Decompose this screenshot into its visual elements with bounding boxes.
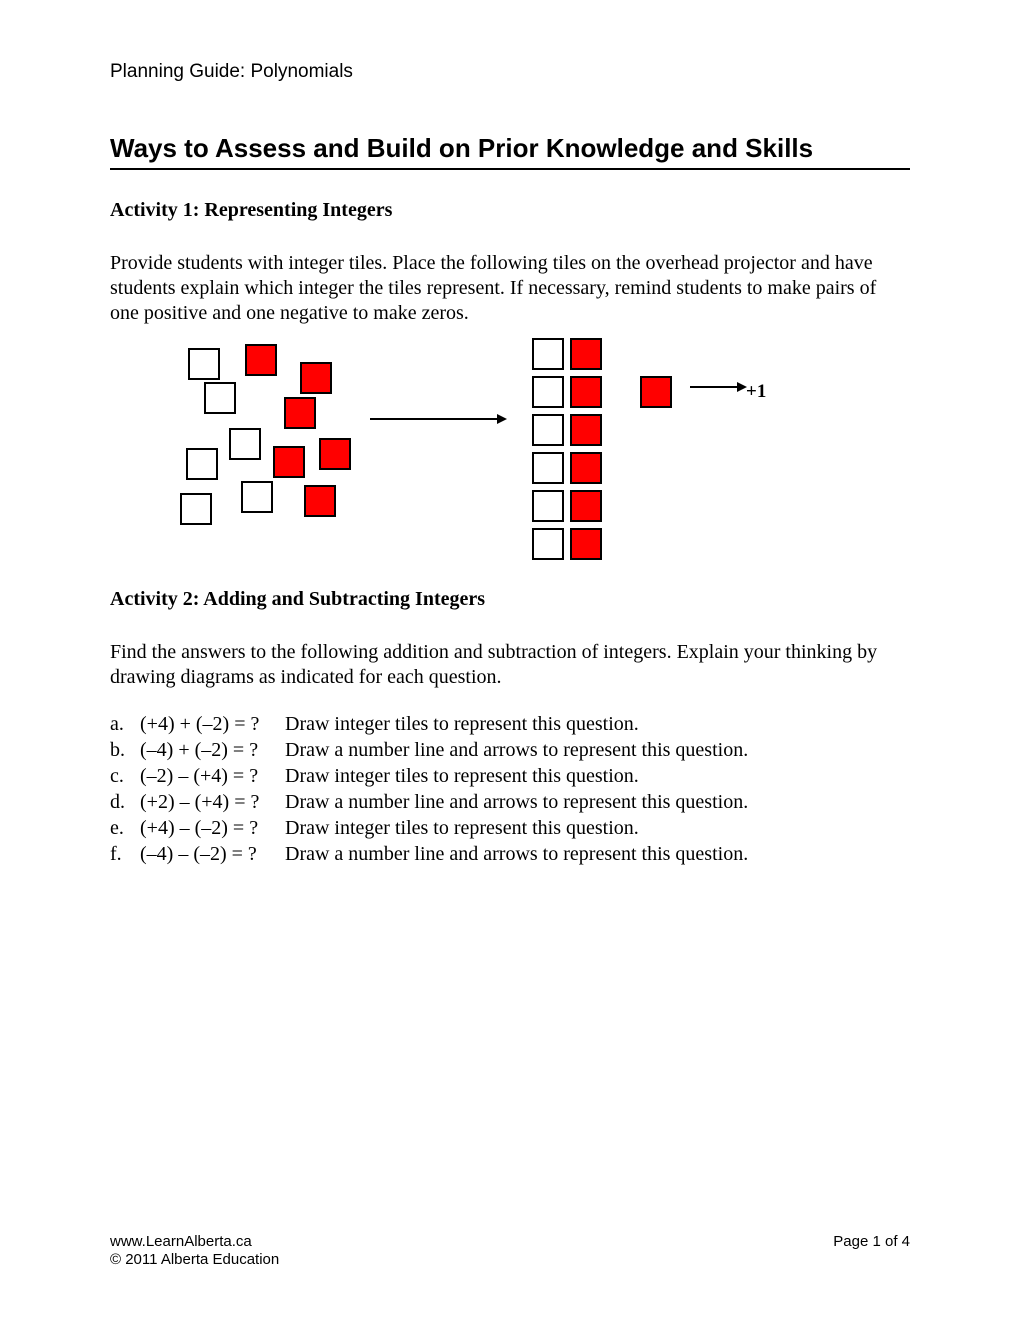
red-tile [273,446,305,478]
white-tile [532,490,564,522]
activity2-title: Activity 2: Adding and Subtracting Integ… [110,587,910,612]
red-tile [304,485,336,517]
question-expression: (–4) – (–2) = ? [140,842,285,867]
white-tile [532,338,564,370]
red-tile [570,376,602,408]
red-tile [245,344,277,376]
white-tile [241,481,273,513]
question-expression: (+4) + (–2) = ? [140,712,285,737]
white-tile [204,382,236,414]
red-tile [640,376,672,408]
red-tile [570,414,602,446]
activity1-title: Activity 1: Representing Integers [110,198,910,223]
question-letter: e. [110,816,140,841]
question-description: Draw a number line and arrows to represe… [285,738,910,763]
white-tile [532,452,564,484]
question-row: c.(–2) – (+4) = ?Draw integer tiles to r… [110,764,910,789]
question-row: f.(–4) – (–2) = ?Draw a number line and … [110,842,910,867]
question-letter: f. [110,842,140,867]
white-tile [532,376,564,408]
question-expression: (–4) + (–2) = ? [140,738,285,763]
question-row: b.(–4) + (–2) = ?Draw a number line and … [110,738,910,763]
header-label: Planning Guide: Polynomials [110,60,910,84]
question-description: Draw a number line and arrows to represe… [285,842,910,867]
question-letter: d. [110,790,140,815]
question-letter: a. [110,712,140,737]
question-expression: (+4) – (–2) = ? [140,816,285,841]
question-letter: b. [110,738,140,763]
red-tile [300,362,332,394]
white-tile [532,414,564,446]
question-description: Draw integer tiles to represent this que… [285,816,910,841]
white-tile [180,493,212,525]
activity2-body: Find the answers to the following additi… [110,640,910,690]
arrow-icon [370,418,505,420]
question-expression: (–2) – (+4) = ? [140,764,285,789]
page-title: Ways to Assess and Build on Prior Knowle… [110,132,910,171]
activity1-body: Provide students with integer tiles. Pla… [110,251,910,326]
page-footer: www.LearnAlberta.ca © 2011 Alberta Educa… [110,1233,910,1271]
white-tile [188,348,220,380]
white-tile [532,528,564,560]
red-tile [319,438,351,470]
question-letter: c. [110,764,140,789]
page: Planning Guide: Polynomials Ways to Asse… [0,0,1020,1320]
question-description: Draw integer tiles to represent this que… [285,712,910,737]
white-tile [186,448,218,480]
question-row: e.(+4) – (–2) = ?Draw integer tiles to r… [110,816,910,841]
question-description: Draw a number line and arrows to represe… [285,790,910,815]
question-row: d.(+2) – (+4) = ?Draw a number line and … [110,790,910,815]
red-tile [284,397,316,429]
tile-diagram: +1 [110,338,910,563]
white-tile [229,428,261,460]
plus-one-label: +1 [746,380,766,404]
question-description: Draw integer tiles to represent this que… [285,764,910,789]
footer-site: www.LearnAlberta.ca [110,1233,279,1252]
question-expression: (+2) – (+4) = ? [140,790,285,815]
question-list: a.(+4) + (–2) = ?Draw integer tiles to r… [110,712,910,867]
red-tile [570,452,602,484]
arrow-icon [690,386,745,388]
red-tile [570,338,602,370]
red-tile [570,490,602,522]
question-row: a.(+4) + (–2) = ?Draw integer tiles to r… [110,712,910,737]
footer-copyright: © 2011 Alberta Education [110,1251,279,1270]
footer-left: www.LearnAlberta.ca © 2011 Alberta Educa… [110,1233,279,1271]
red-tile [570,528,602,560]
footer-page: Page 1 of 4 [833,1233,910,1271]
